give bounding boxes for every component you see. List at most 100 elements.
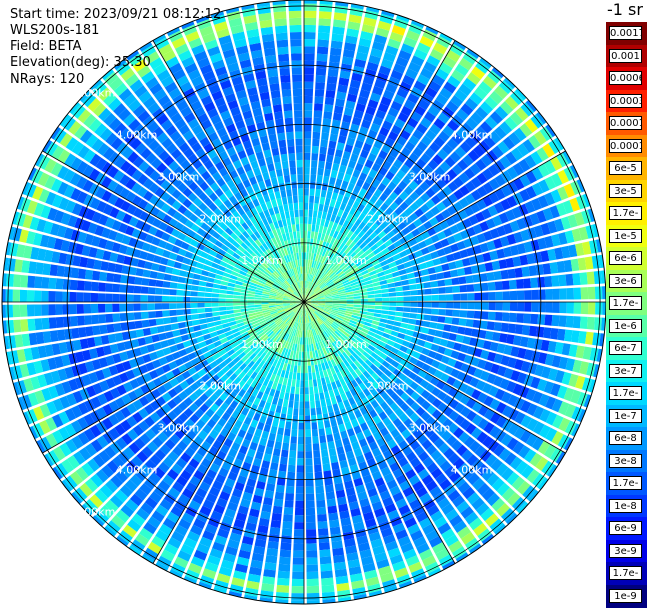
range-bin <box>314 465 322 473</box>
range-bin <box>487 321 495 330</box>
range-bin <box>305 444 312 451</box>
range-bin <box>13 305 21 318</box>
range-bin <box>92 271 100 281</box>
range-bin <box>295 515 305 522</box>
range-bin <box>368 298 375 301</box>
range-bin <box>531 290 538 300</box>
range-bin <box>198 292 205 297</box>
range-bin <box>396 292 403 297</box>
range-bin <box>574 302 581 314</box>
range-bin <box>307 565 319 572</box>
range-bin <box>212 293 219 297</box>
range-bin <box>315 189 321 197</box>
range-bin <box>496 302 503 311</box>
range-bin <box>70 292 77 302</box>
range-bin <box>283 514 293 522</box>
range-bin <box>288 458 295 466</box>
range-bin <box>333 555 345 564</box>
range-bin <box>305 451 312 458</box>
range-bin <box>271 520 282 528</box>
range-bin <box>321 578 334 586</box>
range-bin <box>267 541 278 549</box>
range-bin <box>198 308 206 313</box>
range-bin <box>20 305 28 317</box>
range-bin <box>485 331 493 340</box>
range-bin <box>571 330 580 343</box>
range-bin <box>315 479 323 487</box>
range-bin <box>595 286 603 299</box>
range-bin <box>292 572 304 579</box>
range-bin <box>298 430 304 437</box>
range-bin <box>317 54 328 62</box>
range-bin <box>304 60 314 67</box>
range-bin <box>452 318 460 325</box>
range-bin <box>396 297 403 301</box>
range-bin <box>410 296 417 301</box>
range-bin <box>594 317 602 330</box>
range-bin <box>529 326 537 337</box>
range-bin <box>304 217 308 224</box>
range-bin <box>48 304 55 315</box>
range-bin <box>431 309 439 315</box>
range-bin <box>375 298 382 301</box>
range-bin <box>205 308 212 313</box>
range-bin <box>304 124 312 131</box>
range-bin <box>197 297 204 302</box>
range-bin <box>319 154 326 162</box>
range-bin <box>6 289 13 302</box>
range-bin <box>305 401 310 408</box>
range-bin <box>321 571 333 579</box>
range-bin <box>84 281 92 291</box>
range-bin <box>494 322 502 331</box>
range-bin <box>183 309 191 315</box>
range-bin <box>574 288 581 300</box>
range-bin <box>382 298 389 302</box>
range-bin <box>409 313 417 319</box>
range-bin <box>304 4 317 11</box>
range-bin <box>329 55 340 63</box>
range-bin <box>219 298 226 302</box>
range-bin <box>331 534 342 542</box>
range-bin <box>106 324 114 333</box>
range-bin <box>319 18 332 26</box>
range-bin <box>316 493 325 501</box>
range-bin <box>495 281 503 290</box>
range-bin <box>482 302 489 310</box>
range-bin <box>176 290 183 296</box>
range-bin <box>162 310 170 317</box>
range-bin <box>113 313 121 322</box>
range-bin <box>324 104 333 112</box>
range-bin <box>587 272 595 285</box>
range-bin <box>307 593 320 601</box>
range-bin <box>515 268 523 278</box>
range-bin <box>274 499 284 507</box>
range-bin <box>543 327 551 338</box>
range-bin <box>304 11 317 18</box>
range-bin <box>517 302 524 312</box>
range-bin <box>314 103 323 111</box>
range-bin <box>284 500 293 508</box>
range-bin <box>294 522 304 529</box>
range-bin <box>306 529 316 536</box>
range-bin <box>299 416 304 423</box>
range-bin <box>295 501 304 508</box>
range-bin <box>459 318 467 326</box>
range-bin <box>98 304 105 313</box>
range-bin <box>304 181 309 188</box>
range-bin <box>282 528 292 536</box>
range-bin <box>269 534 280 542</box>
range-bin <box>41 304 48 315</box>
range-bin <box>481 292 488 300</box>
range-bin <box>112 304 119 312</box>
range-bin <box>77 316 85 326</box>
range-bin <box>309 203 314 210</box>
range-bin <box>293 408 298 415</box>
range-bin <box>304 89 313 96</box>
range-bin <box>289 451 296 459</box>
range-bin <box>424 315 432 321</box>
range-bin <box>382 293 389 297</box>
range-bin <box>13 274 21 287</box>
range-bin <box>315 82 325 90</box>
range-bin <box>292 579 304 586</box>
range-bin <box>319 428 326 436</box>
